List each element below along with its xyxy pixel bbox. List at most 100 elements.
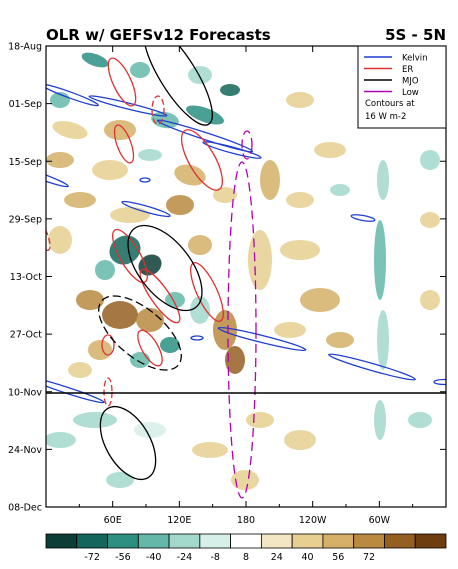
anomaly-patch: [300, 288, 340, 312]
anomaly-patch: [73, 412, 117, 428]
kelvin-contours: [46, 83, 446, 404]
anomaly-patch: [138, 149, 162, 161]
colorbar-label: -24: [177, 552, 193, 563]
er-contours: [46, 57, 224, 407]
y-tick-label: 24-Nov: [8, 445, 42, 456]
legend-note-line1: Contours at: [365, 99, 415, 109]
low-contours: [227, 130, 257, 499]
anomaly-patch: [174, 164, 206, 186]
mjo-contour: [98, 295, 182, 371]
anomaly-patch: [374, 400, 386, 440]
colorbar-swatch: [45, 533, 78, 549]
anomaly-patch: [286, 192, 314, 208]
y-tick-label: 15-Sep: [9, 157, 42, 168]
anomaly-patch: [220, 84, 240, 96]
kelvin-contour: [190, 335, 204, 341]
colorbar-label: 72: [363, 552, 375, 563]
y-tick-label: 29-Sep: [9, 214, 42, 225]
anomaly-patch: [48, 226, 72, 254]
y-tick-label: 01-Sep: [9, 99, 42, 110]
anomaly-patch: [52, 120, 88, 140]
legend-label: MJO: [402, 77, 419, 87]
kelvin-contour: [217, 326, 307, 352]
chart-region: 5S - 5N: [385, 26, 446, 44]
kelvin-contour: [121, 200, 171, 218]
anomaly-patch: [231, 470, 259, 490]
er-contour: [46, 213, 51, 251]
colorbar-label: -8: [210, 552, 219, 563]
anomaly-patch: [76, 290, 104, 310]
anomaly-patch: [104, 120, 136, 140]
kelvin-contour: [202, 141, 262, 159]
y-axis: 18-Aug 01-Sep 15-Sep 29-Sep 13-Oct 27-Oct 10-N…: [8, 42, 446, 514]
colorbar-label: -40: [146, 552, 162, 563]
anomaly-patch: [46, 152, 74, 168]
anomaly-patch: [408, 412, 432, 428]
anomaly-patch: [102, 301, 138, 329]
anomaly-patch: [314, 142, 346, 158]
colorbar-swatch: [384, 533, 416, 549]
anomaly-patch: [64, 192, 96, 208]
anomaly-patch: [92, 160, 128, 180]
low-contour: [227, 161, 257, 499]
anomaly-patch: [81, 52, 109, 68]
anomaly-patch: [136, 308, 164, 332]
kelvin-contour: [328, 353, 416, 381]
low-contour: [241, 130, 253, 160]
anomaly-patch: [188, 235, 212, 255]
anomaly-patch: [188, 66, 212, 84]
anomaly-patch: [284, 430, 316, 450]
colorbar-swatch: [414, 533, 447, 549]
mjo-contour: [99, 406, 157, 480]
kelvin-contour: [350, 214, 376, 222]
anomaly-patch: [166, 195, 194, 215]
anomaly-patch: [130, 62, 150, 78]
anomaly-patch: [420, 212, 440, 228]
anomaly-patch: [213, 187, 237, 203]
er-contour: [107, 57, 137, 107]
anomaly-patch: [374, 220, 386, 300]
colorbar-label: -56: [115, 552, 131, 563]
anomaly-patch: [160, 337, 180, 353]
er-contour: [103, 377, 113, 407]
anomaly-patch: [110, 207, 150, 223]
anomaly-patch: [95, 260, 115, 280]
y-tick-label: 27-Oct: [10, 330, 42, 341]
olr-anomaly-field: [46, 52, 440, 490]
kelvin-contour: [433, 378, 446, 386]
x-tick-label: 60E: [104, 515, 122, 526]
anomaly-patch: [46, 432, 76, 448]
legend-label: Kelvin: [402, 54, 428, 64]
anomaly-patch: [246, 412, 274, 428]
colorbar-swatch: [168, 533, 201, 549]
colorbar-swatch: [137, 533, 170, 549]
anomaly-patch: [420, 150, 440, 170]
legend-note-line2: 16 W m-2: [365, 112, 406, 122]
y-tick-label: 18-Aug: [8, 42, 42, 53]
wave-contours: [46, 46, 446, 499]
colorbar-swatch: [353, 533, 385, 549]
er-contour: [137, 329, 163, 367]
colorbar-swatch: [199, 533, 232, 549]
kelvin-contour: [46, 164, 69, 188]
anomaly-patch: [280, 240, 320, 260]
colorbar-swatch: [291, 533, 324, 549]
kelvin-contour: [139, 177, 151, 183]
anomaly-patch: [88, 340, 112, 360]
anomaly-patch: [213, 310, 237, 350]
kelvin-contour: [88, 95, 168, 117]
colorbar-label: 56: [332, 552, 344, 563]
colorbar-swatch: [260, 533, 293, 549]
legend-box: [357, 45, 447, 129]
colorbar-label: 40: [301, 552, 313, 563]
anomaly-patch: [377, 310, 389, 370]
er-contour: [139, 268, 181, 324]
er-contour: [151, 95, 165, 125]
anomaly-patch: [134, 422, 166, 438]
anomaly-patch: [106, 472, 134, 488]
x-tick-label: 60W: [369, 515, 391, 526]
anomaly-patch: [138, 254, 162, 276]
anomaly-patch: [377, 160, 389, 200]
